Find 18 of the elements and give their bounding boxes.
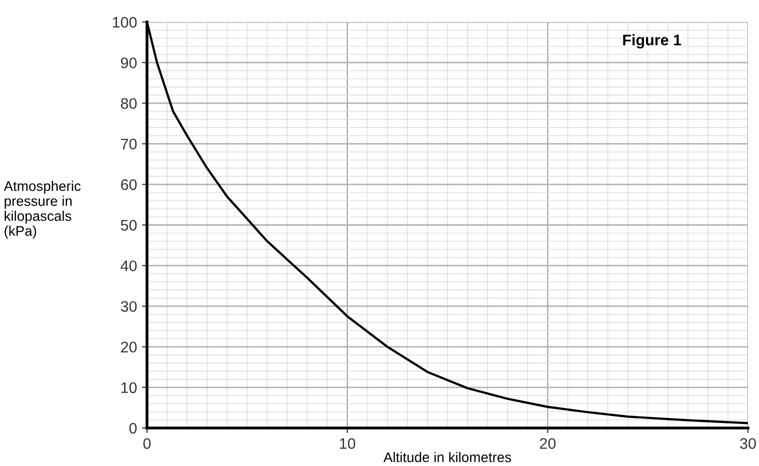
y-tick-label: 40	[120, 260, 137, 272]
y-tick-label: 60	[121, 179, 137, 190]
x-axis-title: Altitude in kilometres	[383, 452, 512, 462]
x-tick-label: 0	[143, 438, 151, 449]
y-tick-label: 10	[121, 382, 137, 394]
x-tick-label: 30	[740, 438, 756, 449]
y-tick-label: 0	[129, 422, 137, 434]
y-tick-label: 100	[112, 16, 137, 28]
y-tick-label: 50	[120, 220, 137, 231]
y-tick-label: 20	[121, 342, 137, 352]
y-tick-label: 70	[121, 138, 137, 150]
y-tick-label: 90	[121, 57, 137, 68]
text: Figure 1	[623, 34, 682, 48]
y-tick-label: 30	[120, 301, 137, 312]
x-tick-label: 20	[540, 438, 556, 449]
y-axis-title: Atmospheric pressure in kilopascals (kPa)	[4, 180, 81, 239]
y-tick-label: 80	[120, 98, 137, 109]
x-tick-label: 10	[340, 438, 356, 449]
